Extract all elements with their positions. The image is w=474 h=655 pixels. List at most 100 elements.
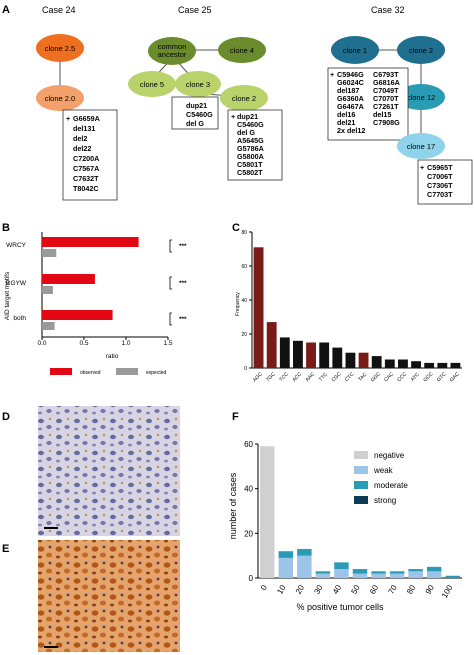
mutation-label: C7200A [73,154,99,163]
chart-c-category-label: CAC [383,371,395,383]
stacked-bar-weak [297,555,312,578]
chart-c-category-label: GTC [436,371,448,383]
significance-bracket [169,276,172,290]
chart-c-ytick: 60 [241,264,247,270]
mutation-label: G5786A [237,144,264,153]
chart-c-ylabel: Frequency [235,292,241,316]
mutation-label: del15 [373,110,391,119]
chart-f: 0 20 40 60 0 10 20 30 40 50 60 70 80 90 100 [244,440,462,600]
mutation-label: C7632T [73,174,99,183]
panel-a-letter: A [2,4,10,16]
mutation-label: del G [186,119,204,128]
frequency-bar [345,352,356,368]
stacked-bar-weak [426,571,442,578]
chart-f-ytick: 40 [244,485,253,494]
stacked-bar-weak [352,573,368,578]
chart-c-category-label: GGC [370,371,383,384]
stacked-bar-weak [278,557,294,578]
frequency-bar [398,359,408,368]
frequency-bar [411,361,421,368]
case25-ancestor-node [148,37,196,65]
mutation-label: T8042C [73,184,99,193]
plus-sign: + [231,112,235,121]
frequency-bar [253,247,264,368]
frequency-bar [450,362,461,368]
chart-c-category-label: ACC [291,371,303,383]
panel-e-letter: E [2,543,9,555]
mutation-label: dup21 [237,112,258,121]
case32-clone-node [397,133,445,159]
chart-b-xtick: 1.0 [121,340,130,347]
mutation-label: del22 [73,144,91,153]
chart-c-ytick: 80 [241,230,247,236]
case25-node-label: clone 5 [140,80,164,89]
chart-b-xtick: 0.5 [79,340,88,347]
ihc-image-positive [38,540,180,652]
case24-node-label: clone 2.5 [45,44,75,53]
mutation-label: G6816A [373,78,400,87]
chart-c-category-label: TTC [318,371,329,382]
mutation-label: C5460G [237,120,264,129]
frequency-bar [424,362,435,368]
panel-c-letter: C [232,222,240,234]
chart-f-category-label: 70 [387,583,400,596]
stacked-bar-moderate [334,562,349,570]
case24-clone-node [36,34,84,62]
case32-clone12-mutation-box [327,67,409,141]
legend-label-observed: observed [80,370,101,376]
chart-f-category-label: 100 [440,583,455,600]
chart-f-ytick: 20 [244,529,253,538]
panel-d-letter: D [2,411,10,423]
plus-sign: + [420,163,424,172]
mutation-label: C5965T [427,163,453,172]
significance-mark: *** [179,280,187,287]
chart-f-ylabel: number of cases [228,472,238,539]
frequency-bar [279,337,290,368]
frequency-bar [384,359,395,368]
ihc-image-negative [38,406,180,536]
stacked-bar-negative [260,446,275,578]
chart-f-category-label: 10 [275,583,288,596]
legend-label-negative: negative [374,451,405,460]
significance-mark: *** [179,316,187,323]
chart-b-xtick: 0.0 [37,340,46,347]
stacked-bar-moderate [389,571,405,574]
chart-c-category-label: TAC [357,371,368,382]
frequency-bar [437,362,448,368]
case25-node-label: common [158,42,187,51]
stacked-bar-moderate [445,575,460,578]
mutation-label: del21 [337,118,355,127]
bar-observed [42,310,113,320]
bar-observed [42,237,139,247]
chart-c-ytick: 20 [241,332,247,338]
chart-b-category-label: WRCY [6,242,27,249]
case25-clone-node [128,71,176,97]
legend-label-expected: expected [146,370,167,376]
bar-expected [42,286,53,294]
chart-f-category-label: 20 [294,583,307,596]
chart-b-xtick: 1.5 [163,340,172,347]
chart-f-ytick: 0 [249,574,254,583]
case24-title: Case 24 [42,5,76,15]
mutation-label: G6024C [337,78,364,87]
chart-c-category-label: ATC [410,371,421,382]
chart-f-ytick: 60 [244,440,253,449]
case25-node-label: ancestor [158,50,187,59]
chart-f-category-label: 0 [259,583,269,592]
chart-c-category-label: TCC [278,371,290,383]
case32-node-label: clone 17 [407,142,435,151]
mutation-label: C7703T [427,190,453,199]
case32-clone17-mutation-box [417,159,473,205]
significance-bracket [169,312,172,326]
case32-node-label: clone 2 [409,46,433,55]
chart-c-category-label: AGC [252,371,264,383]
frequency-bar [371,356,382,368]
mutation-label: dup21 [186,101,207,110]
mutation-label: C5460G [186,110,213,119]
mutation-label: G6467A [337,102,364,111]
case32-node-label: clone 12 [407,93,435,102]
chart-b-category-label: both [13,315,26,322]
mutation-label: del16 [337,110,355,119]
legend-swatch-moderate [354,481,368,489]
